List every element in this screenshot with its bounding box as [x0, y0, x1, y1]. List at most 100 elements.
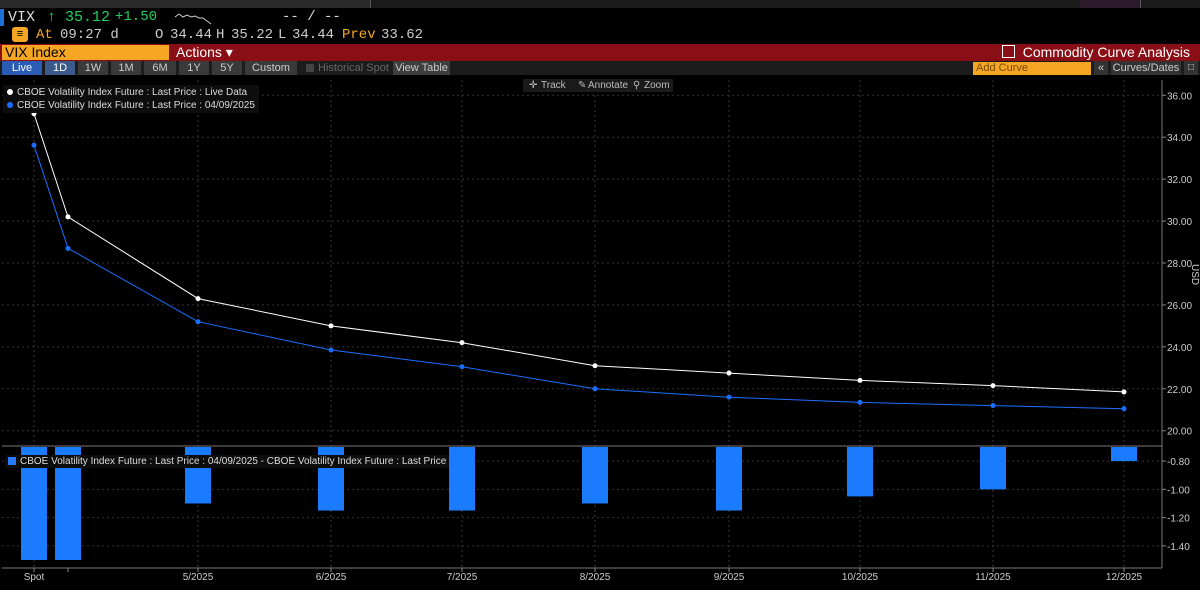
- diff-bar[interactable]: [449, 447, 475, 511]
- annotate-tool[interactable]: Annotate: [588, 80, 629, 91]
- diff-bar[interactable]: [582, 447, 608, 504]
- y-axis-label: USD: [1189, 264, 1200, 285]
- diff-bar[interactable]: [847, 447, 873, 497]
- bar-legend-label: CBOE Volatility Index Future : Last Pric…: [20, 456, 447, 467]
- y-tick-label: 34.00: [1167, 133, 1192, 144]
- historical-curve-point[interactable]: [31, 142, 37, 148]
- open-label: O: [155, 27, 164, 43]
- legend-dot-blue: [7, 102, 13, 108]
- historical-curve-point[interactable]: [990, 403, 996, 409]
- zoom-icon: ⚲: [633, 80, 641, 91]
- bar-y-tick-label: -1.20: [1167, 514, 1190, 525]
- y-tick-label: 28.00: [1167, 259, 1192, 270]
- range-5y[interactable]: 5Y: [212, 61, 242, 75]
- historical-curve-point[interactable]: [1121, 406, 1127, 412]
- y-tick-label: 24.00: [1167, 343, 1192, 354]
- live-curve-point[interactable]: [328, 323, 334, 329]
- range-1y[interactable]: 1Y: [179, 61, 209, 75]
- tab-related-functions[interactable]: [240, 0, 371, 8]
- chart-tools: ✛ Track ✎ Annotate ⚲ Zoom: [523, 79, 673, 92]
- window-icon[interactable]: □: [1184, 61, 1198, 75]
- live-curve-point[interactable]: [592, 363, 598, 369]
- track-icon: ✛: [529, 80, 538, 91]
- prev-label: Prev: [342, 27, 376, 43]
- historical-spot-toggle[interactable]: Historical Spot: [306, 61, 389, 75]
- legend-square-blue: [8, 457, 16, 465]
- live-curve-point[interactable]: [459, 340, 465, 346]
- historical-curve-point[interactable]: [65, 245, 71, 251]
- diff-bar[interactable]: [1111, 447, 1137, 462]
- historical-curve-point[interactable]: [328, 347, 334, 353]
- historical-curve-point[interactable]: [726, 394, 732, 400]
- range-1m[interactable]: 1M: [111, 61, 141, 75]
- range-1w[interactable]: 1W: [78, 61, 108, 75]
- range-1d[interactable]: 1D: [45, 61, 75, 75]
- x-tick-label: 5/2025: [183, 572, 214, 583]
- historical-curve-point[interactable]: [195, 319, 201, 325]
- legend-item-live[interactable]: CBOE Volatility Index Future : Last Pric…: [7, 86, 255, 99]
- range-live[interactable]: Live: [2, 61, 42, 75]
- range-custom[interactable]: Custom: [245, 61, 297, 75]
- y-tick-label: 26.00: [1167, 301, 1192, 312]
- function-title[interactable]: Commodity Curve Analysis: [1001, 44, 1190, 61]
- open-value: 34.44: [170, 27, 213, 43]
- legend-dot-white: [7, 89, 13, 95]
- last-price: ↑ 35.12: [47, 9, 111, 26]
- track-tool[interactable]: Track: [541, 80, 566, 91]
- range-6m[interactable]: 6M: [144, 61, 176, 75]
- external-link-icon: [1001, 45, 1015, 58]
- live-curve-point[interactable]: [726, 370, 732, 376]
- x-tick-label: 6/2025: [316, 572, 347, 583]
- legend-live-label: CBOE Volatility Index Future : Last Pric…: [17, 87, 248, 98]
- historical-curve-line[interactable]: [33, 145, 1125, 410]
- x-tick-label: 9/2025: [714, 572, 745, 583]
- x-tick-label: 8/2025: [580, 572, 611, 583]
- checkbox-icon: [306, 64, 314, 72]
- legend-historical-label: CBOE Volatility Index Future : Last Pric…: [17, 100, 255, 111]
- high-value: 35.22: [231, 27, 274, 43]
- add-curve-input[interactable]: Add Curve: [973, 62, 1091, 75]
- diff-bar[interactable]: [716, 447, 742, 511]
- live-curve-line[interactable]: [33, 113, 1125, 393]
- historical-curve-point[interactable]: [857, 399, 863, 405]
- bar-legend[interactable]: CBOE Volatility Index Future : Last Pric…: [5, 455, 450, 468]
- historical-curve-point[interactable]: [459, 364, 465, 370]
- diff-bar[interactable]: [980, 447, 1006, 490]
- live-curve-point[interactable]: [65, 214, 71, 220]
- ticker-symbol[interactable]: VIX: [8, 9, 36, 26]
- actions-menu[interactable]: Actions ▾: [176, 44, 233, 60]
- live-curve-point[interactable]: [857, 377, 863, 383]
- x-tick-label: 11/2025: [975, 572, 1011, 583]
- zoom-tool[interactable]: Zoom: [644, 80, 670, 91]
- legend-item-historical[interactable]: CBOE Volatility Index Future : Last Pric…: [7, 99, 255, 112]
- curves-dates-button[interactable]: Curves/Dates: [1111, 61, 1181, 75]
- y-tick-label: 36.00: [1167, 91, 1192, 102]
- security-field[interactable]: VIX Index: [2, 45, 169, 60]
- low-label: L: [278, 27, 287, 43]
- live-curve-point[interactable]: [1121, 389, 1127, 395]
- toolbar: [0, 61, 1200, 75]
- high-label: H: [216, 27, 225, 43]
- historical-spot-label: Historical Spot: [318, 62, 389, 74]
- live-curve-point[interactable]: [195, 296, 201, 302]
- line-legend: CBOE Volatility Index Future : Last Pric…: [3, 85, 259, 113]
- window-tab-strip: [0, 0, 1200, 8]
- bar-y-tick-label: -1.40: [1167, 542, 1190, 553]
- y-tick-label: 20.00: [1167, 427, 1192, 438]
- historical-curve-point[interactable]: [592, 386, 598, 392]
- live-curve-point[interactable]: [990, 383, 996, 389]
- function-header: [0, 44, 1200, 61]
- x-tick-label: 10/2025: [842, 572, 879, 583]
- net-change: +1.50: [115, 9, 158, 25]
- x-tick-label: 7/2025: [447, 572, 478, 583]
- annotate-icon: ✎: [578, 80, 587, 91]
- y-tick-label: 32.00: [1167, 175, 1192, 186]
- view-table-button[interactable]: View Table: [393, 61, 450, 75]
- collapse-chevron-icon[interactable]: «: [1094, 61, 1108, 75]
- tab-news[interactable]: [1080, 0, 1141, 8]
- low-value: 34.44: [292, 27, 335, 43]
- y-tick-label: 30.00: [1167, 217, 1192, 228]
- y-tick-label: 22.00: [1167, 385, 1192, 396]
- quote-time: 09:27 d: [60, 27, 119, 43]
- security-flag: [0, 9, 4, 26]
